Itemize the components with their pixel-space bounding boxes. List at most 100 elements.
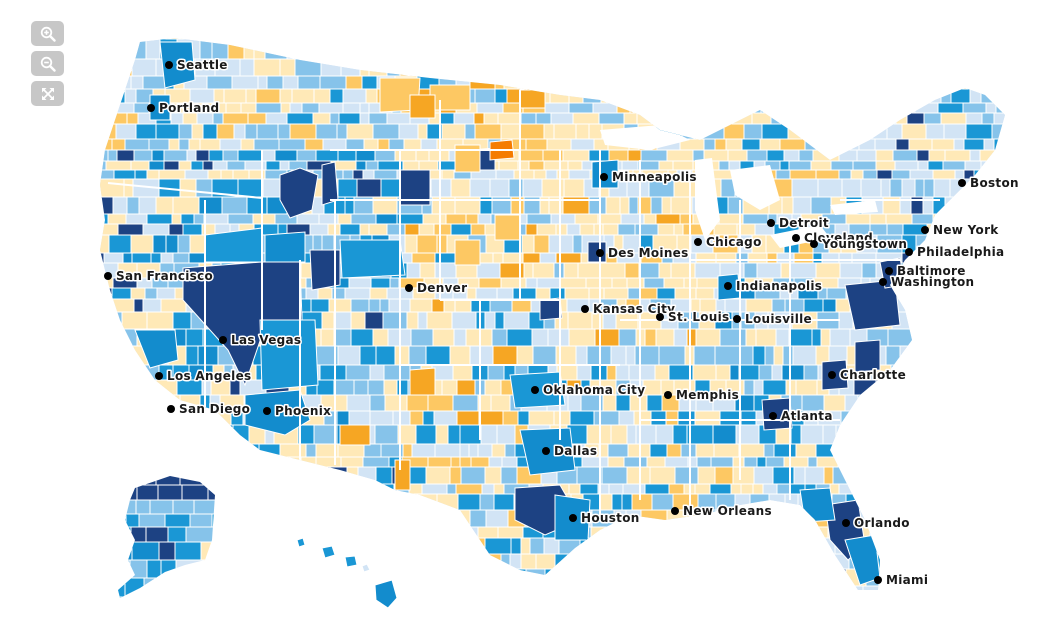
county-cell[interactable]	[473, 112, 485, 125]
county-cell[interactable]	[165, 234, 179, 254]
county-cell[interactable]	[763, 585, 778, 599]
city-san-francisco[interactable]: San Francisco	[104, 268, 214, 285]
county-cell[interactable]	[359, 102, 370, 114]
county-cell[interactable]	[815, 169, 840, 180]
county-cell[interactable]	[631, 526, 645, 539]
county-cell[interactable]	[790, 424, 802, 445]
county-cell[interactable]	[262, 599, 278, 617]
county-cell[interactable]	[343, 526, 355, 539]
county-cell[interactable]	[911, 456, 928, 468]
county-cell[interactable]	[172, 424, 194, 445]
county-cell[interactable]	[628, 537, 655, 555]
county-cell[interactable]	[253, 568, 267, 587]
county-cell[interactable]	[378, 30, 395, 40]
county-cell[interactable]	[110, 499, 137, 515]
county-cell[interactable]	[815, 526, 829, 539]
county-cell[interactable]	[90, 394, 109, 412]
county-cell[interactable]	[945, 394, 971, 412]
county-cell[interactable]	[134, 364, 160, 381]
county-cell[interactable]	[105, 38, 120, 60]
county-cell[interactable]	[369, 394, 386, 412]
county-cell[interactable]	[218, 30, 238, 40]
county-cell[interactable]	[821, 252, 840, 264]
county-cell[interactable]	[457, 553, 471, 570]
county-cell[interactable]	[706, 537, 729, 555]
county-cell[interactable]	[966, 466, 978, 485]
county-cell[interactable]	[315, 149, 339, 162]
county-cell[interactable]	[322, 138, 347, 151]
county-cell[interactable]	[101, 287, 113, 300]
county-cell[interactable]	[359, 58, 370, 77]
county-cell[interactable]	[901, 123, 927, 140]
county-cell[interactable]	[918, 599, 934, 617]
county-cell[interactable]	[732, 466, 755, 485]
county-cell[interactable]	[130, 160, 150, 171]
county-cell[interactable]	[137, 443, 163, 458]
county-cell[interactable]	[840, 410, 858, 426]
county-cell[interactable]	[484, 379, 502, 396]
county-cell[interactable]	[518, 38, 538, 60]
county-cell[interactable]	[328, 526, 345, 539]
county-highlight[interactable]	[854, 339, 881, 373]
county-cell[interactable]	[149, 499, 174, 515]
county-cell[interactable]	[130, 526, 147, 543]
county-cell[interactable]	[142, 75, 166, 90]
county-cell[interactable]	[447, 424, 461, 445]
county-cell[interactable]	[213, 526, 230, 543]
county-cell[interactable]	[620, 30, 644, 40]
county-cell[interactable]	[575, 123, 590, 140]
county-cell[interactable]	[307, 526, 330, 539]
county-cell[interactable]	[489, 585, 512, 599]
county-cell[interactable]	[148, 138, 170, 151]
county-cell[interactable]	[465, 213, 479, 225]
county-cell[interactable]	[664, 568, 675, 587]
county-cell[interactable]	[227, 466, 244, 485]
county-cell[interactable]	[185, 345, 199, 366]
county-cell[interactable]	[850, 169, 864, 180]
county-cell[interactable]	[738, 364, 760, 381]
county-cell[interactable]	[883, 483, 895, 495]
county-cell[interactable]	[923, 178, 935, 198]
county-cell[interactable]	[255, 102, 282, 114]
county-cell[interactable]	[838, 169, 852, 180]
county-cell[interactable]	[478, 277, 502, 289]
county-cell[interactable]	[256, 553, 284, 570]
county-cell[interactable]	[530, 30, 554, 40]
county-cell[interactable]	[408, 553, 427, 570]
county-cell[interactable]	[788, 328, 813, 347]
county-cell[interactable]	[587, 553, 611, 570]
county-cell[interactable]	[124, 443, 139, 458]
county-cell[interactable]	[498, 160, 519, 171]
county-cell[interactable]	[625, 58, 642, 77]
county-cell[interactable]	[963, 138, 985, 151]
city-seattle[interactable]: Seattle	[165, 57, 229, 74]
county-cell[interactable]	[483, 112, 499, 125]
county-cell[interactable]	[388, 138, 405, 151]
county-cell[interactable]	[370, 277, 391, 289]
city-houston[interactable]: Houston	[569, 510, 641, 527]
county-cell[interactable]	[475, 58, 486, 77]
county-cell[interactable]	[567, 30, 590, 40]
county-cell[interactable]	[925, 526, 943, 539]
county-cell[interactable]	[619, 196, 630, 215]
county-cell[interactable]	[90, 568, 102, 587]
county-cell[interactable]	[714, 345, 741, 366]
county-cell[interactable]	[366, 568, 381, 587]
county-cell[interactable]	[943, 123, 967, 140]
county-cell[interactable]	[944, 149, 971, 162]
county-cell[interactable]	[642, 379, 662, 396]
county-cell[interactable]	[877, 38, 896, 60]
county-cell[interactable]	[404, 599, 423, 617]
county-cell[interactable]	[110, 577, 126, 598]
county-cell[interactable]	[214, 470, 227, 486]
county-cell[interactable]	[1017, 380, 1043, 395]
county-cell[interactable]	[845, 213, 871, 225]
county-cell[interactable]	[244, 599, 262, 617]
county-cell[interactable]	[983, 345, 1010, 366]
county-cell[interactable]	[441, 379, 458, 396]
county-cell[interactable]	[988, 537, 1004, 555]
county-cell[interactable]	[799, 585, 824, 599]
county-cell[interactable]	[764, 345, 775, 366]
county-cell[interactable]	[876, 169, 893, 180]
county-cell[interactable]	[276, 509, 299, 528]
